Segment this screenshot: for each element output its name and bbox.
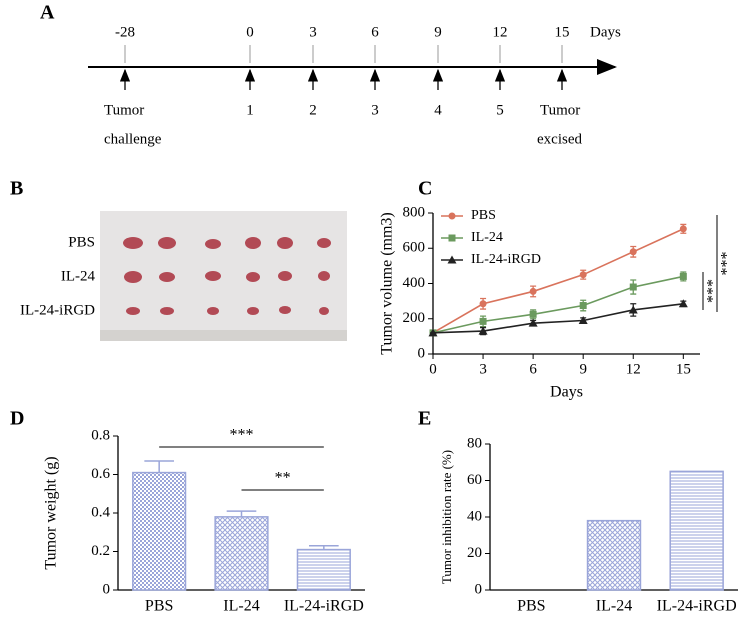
dose-label: 5 xyxy=(496,102,504,118)
row-label: IL-24 xyxy=(61,268,96,284)
point xyxy=(528,318,538,327)
point xyxy=(428,328,438,337)
y-tick-label: 0.2 xyxy=(91,543,110,559)
legend-marker xyxy=(447,255,457,264)
day-label: 0 xyxy=(246,24,254,40)
day-label: 15 xyxy=(555,24,570,40)
day-label: 12 xyxy=(493,24,508,40)
point xyxy=(679,225,687,233)
x-tick-label: 6 xyxy=(529,361,537,377)
series-line xyxy=(432,302,684,334)
y-tick-label: 80 xyxy=(467,435,482,451)
legend-marker xyxy=(448,234,456,242)
start-label: Tumor xyxy=(104,102,144,118)
point xyxy=(578,316,588,325)
significance-label: ** xyxy=(275,470,291,487)
legend-label: PBS xyxy=(471,208,496,223)
bar xyxy=(214,516,269,591)
legend-label: IL-24 xyxy=(471,230,503,245)
x-tick-label: IL-24-iRGD xyxy=(657,598,737,615)
point xyxy=(479,317,487,325)
legend-label: IL-24-iRGD xyxy=(471,252,541,267)
end-label: excised xyxy=(537,131,582,147)
y-tick-label: 0 xyxy=(418,345,426,361)
panel-label: A xyxy=(40,2,55,24)
point xyxy=(629,283,637,291)
tumor-photo xyxy=(100,211,347,341)
unit-label: Days xyxy=(590,24,621,40)
x-tick-label: PBS xyxy=(517,598,545,615)
error-bar xyxy=(309,544,339,550)
panel-label: D xyxy=(10,408,24,430)
end-label: Tumor xyxy=(540,102,580,118)
point xyxy=(579,302,587,310)
y-tick-label: 400 xyxy=(403,275,426,291)
error-bar xyxy=(226,510,257,517)
y-tick-label: 0.6 xyxy=(91,466,110,482)
y-tick-label: 800 xyxy=(403,204,426,220)
row-label: IL-24-iRGD xyxy=(20,302,95,318)
dose-label: 4 xyxy=(434,102,442,118)
panel-label: C xyxy=(418,178,432,200)
point xyxy=(478,326,488,335)
y-tick-label: 0 xyxy=(103,581,111,597)
point xyxy=(579,271,587,279)
x-tick-label: 15 xyxy=(676,361,691,377)
point xyxy=(479,300,487,308)
day-label: 3 xyxy=(309,24,317,40)
series-line xyxy=(432,228,684,334)
significance-label: *** xyxy=(705,279,722,303)
point xyxy=(529,287,537,295)
day-label: 6 xyxy=(371,24,379,40)
day-label: 9 xyxy=(434,24,442,40)
x-axis-label: Days xyxy=(550,384,583,401)
y-tick-label: 200 xyxy=(403,310,426,326)
series-line xyxy=(432,275,684,334)
x-tick-label: IL-24 xyxy=(596,598,632,615)
x-tick-label: IL-24 xyxy=(223,598,259,615)
dose-label: 3 xyxy=(371,102,379,118)
y-tick-label: 20 xyxy=(467,545,482,561)
y-tick-label: 0.4 xyxy=(91,504,110,520)
y-axis-label: Tumor volume (mm3) xyxy=(379,212,396,355)
y-axis-label: Tumor weight (g) xyxy=(43,456,60,569)
panel-label: E xyxy=(418,408,431,430)
row-label: PBS xyxy=(68,234,95,250)
x-tick-label: IL-24-iRGD xyxy=(284,598,364,615)
error-bar xyxy=(144,460,174,473)
panel-label: B xyxy=(10,178,23,200)
y-tick-label: 0.8 xyxy=(91,427,110,443)
legend-marker xyxy=(448,212,456,220)
bar xyxy=(296,548,351,591)
bar xyxy=(586,519,642,591)
y-axis-label: Tumor inhibition rate (%) xyxy=(439,450,454,584)
x-tick-label: 0 xyxy=(429,361,437,377)
bar xyxy=(669,470,724,591)
x-tick-label: 9 xyxy=(579,361,587,377)
start-label: challenge xyxy=(104,131,162,147)
point xyxy=(679,272,687,280)
point xyxy=(629,248,637,256)
y-tick-label: 40 xyxy=(467,508,482,524)
point xyxy=(678,299,688,308)
y-tick-label: 600 xyxy=(403,240,426,256)
significance-label: *** xyxy=(719,252,736,276)
point xyxy=(529,310,537,318)
dose-label: 2 xyxy=(309,102,317,118)
x-tick-label: PBS xyxy=(145,598,173,615)
y-tick-label: 60 xyxy=(467,472,482,488)
point xyxy=(628,305,638,314)
significance-label: *** xyxy=(230,427,254,444)
day-label: -28 xyxy=(115,24,135,40)
x-tick-label: 12 xyxy=(626,361,641,377)
x-tick-label: 3 xyxy=(479,361,487,377)
dose-label: 1 xyxy=(246,102,254,118)
y-tick-label: 0 xyxy=(475,581,483,597)
bar xyxy=(132,471,187,591)
